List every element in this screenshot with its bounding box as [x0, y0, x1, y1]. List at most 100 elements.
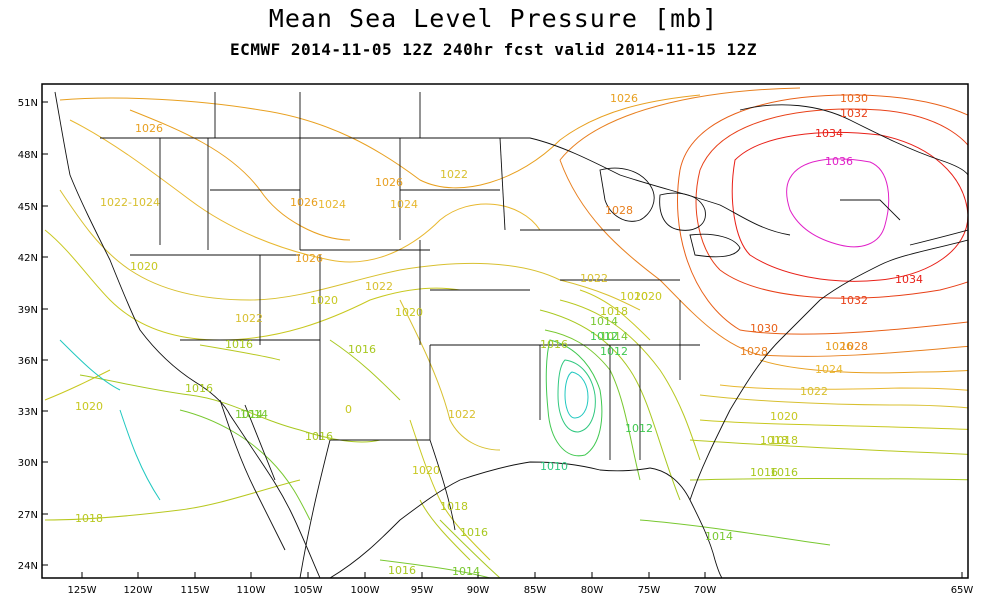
contour-label: 1022 — [448, 408, 476, 421]
isobar-1018 — [44, 299, 968, 561]
lon-tick-label: 80W — [581, 585, 604, 596]
lat-tick-label: 42N — [18, 253, 38, 264]
contour-label: 1022 — [365, 280, 393, 293]
contour-label: 1018 — [75, 512, 103, 525]
latitude-axis: 51N 48N 45N 42N 39N 36N 33N 30N 27N 24N — [18, 98, 48, 572]
isobar-1034 — [731, 131, 968, 282]
contour-label: 1032 — [840, 294, 868, 307]
isobar-1010 — [557, 359, 596, 433]
contour-label: 1026 — [610, 92, 638, 105]
contour-label: 1026 — [295, 252, 323, 265]
contour-label: 1030 — [840, 92, 868, 105]
isobar-low-coast — [59, 339, 161, 501]
contour-label: 0 — [345, 403, 352, 416]
contour-label: 1026 — [825, 340, 853, 353]
isobar-1022 — [59, 189, 968, 451]
lon-tick-label: 90W — [467, 585, 490, 596]
contour-label: 1036 — [825, 155, 853, 168]
lat-tick-label: 30N — [18, 458, 38, 469]
contour-label: 1022 — [235, 312, 263, 325]
contour-label: 1012 — [590, 330, 618, 343]
contour-label: 1016 — [770, 466, 798, 479]
lon-tick-label: 70W — [694, 585, 717, 596]
contour-label: 1016 — [185, 382, 213, 395]
contour-label: 1018 — [760, 434, 788, 447]
lon-tick-label: 115W — [181, 585, 210, 596]
lat-tick-label: 27N — [18, 510, 38, 521]
lon-tick-label: 85W — [524, 585, 547, 596]
contour-label: 1030 — [750, 322, 778, 335]
contour-label: 1022 — [800, 385, 828, 398]
lon-tick-label: 125W — [68, 585, 97, 596]
contour-label: 1020 — [130, 260, 158, 273]
isobar-1036 — [786, 158, 890, 248]
contour-label: 1020 — [75, 400, 103, 413]
lon-tick-label: 120W — [124, 585, 153, 596]
contour-label: 1020 — [310, 294, 338, 307]
contour-label: 1018 — [440, 500, 468, 513]
lon-tick-label: 65W — [951, 585, 974, 596]
longitude-axis: 125W 120W 115W 110W 105W 100W 95W 90W 85W 80W 75W 7… — [68, 572, 974, 596]
lat-tick-label: 45N — [18, 202, 38, 213]
contour-label: 1010 — [540, 460, 568, 473]
lon-tick-label: 95W — [411, 585, 434, 596]
lon-tick-label: 110W — [237, 585, 266, 596]
contour-label: 1014 — [240, 408, 268, 421]
contour-label: 1012 — [625, 422, 653, 435]
isobar-1026 — [59, 94, 968, 374]
geography-lines — [54, 91, 968, 578]
contour-label: 1020 — [412, 464, 440, 477]
contour-label: 1026 — [375, 176, 403, 189]
map-subtitle: ECMWF 2014-11-05 12Z 240hr fcst valid 20… — [230, 40, 757, 59]
contour-label: 1016 — [348, 343, 376, 356]
contour-label: 1014 — [600, 330, 628, 343]
contour-label: 1018 — [600, 305, 628, 318]
contour-label: 1014 — [705, 530, 733, 543]
contour-label: 1022-1024 — [100, 196, 160, 209]
isobar-1030 — [677, 94, 968, 335]
contour-label: 1034 — [815, 127, 843, 140]
map-frame — [41, 83, 969, 579]
contour-label: 1012 — [600, 345, 628, 358]
contour-label: 1034 — [895, 273, 923, 286]
lat-tick-label: 39N — [18, 305, 38, 316]
contour-label: 1018 — [770, 434, 798, 447]
contour-label: 1026 — [290, 196, 318, 209]
isobar-1020 — [44, 229, 968, 561]
lat-tick-label: 36N — [18, 356, 38, 367]
contour-label: 1016 — [460, 526, 488, 539]
contour-label: 1028 — [840, 340, 868, 353]
contour-label: 1024 — [318, 198, 346, 211]
contour-label: 1020 — [770, 410, 798, 423]
isobar-1024 — [69, 119, 968, 391]
lon-tick-label: 100W — [351, 585, 380, 596]
isobar-1008 — [564, 371, 589, 419]
contour-label: 1026 — [135, 122, 163, 135]
contour-label: 1020 — [634, 290, 662, 303]
contour-label: 1020 — [395, 306, 423, 319]
contour-label: 1016 — [540, 338, 568, 351]
contour-label: 1028 — [740, 345, 768, 358]
contour-label: 1014 — [590, 315, 618, 328]
contour-label: 1016 — [305, 430, 333, 443]
lon-tick-label: 105W — [294, 585, 323, 596]
isobar-1028 — [559, 87, 968, 357]
isobar-1012 — [545, 339, 603, 457]
contour-label: 1024 — [815, 363, 843, 376]
contour-label: 1020 — [620, 290, 648, 303]
map-title: Mean Sea Level Pressure [mb] — [268, 4, 719, 33]
contour-label: 1032 — [840, 107, 868, 120]
lon-tick-label: 75W — [638, 585, 661, 596]
contour-label: 1014 — [452, 565, 480, 578]
contour-label: 1016 — [225, 338, 253, 351]
lat-tick-label: 24N — [18, 561, 38, 572]
lat-tick-label: 33N — [18, 407, 38, 418]
lat-tick-label: 48N — [18, 150, 38, 161]
contour-label: 1022 — [440, 168, 468, 181]
isobar-1032 — [695, 108, 968, 299]
contour-label: 1014 — [235, 408, 263, 421]
contour-label: 1016 — [750, 466, 778, 479]
contour-label: 1022 — [580, 272, 608, 285]
